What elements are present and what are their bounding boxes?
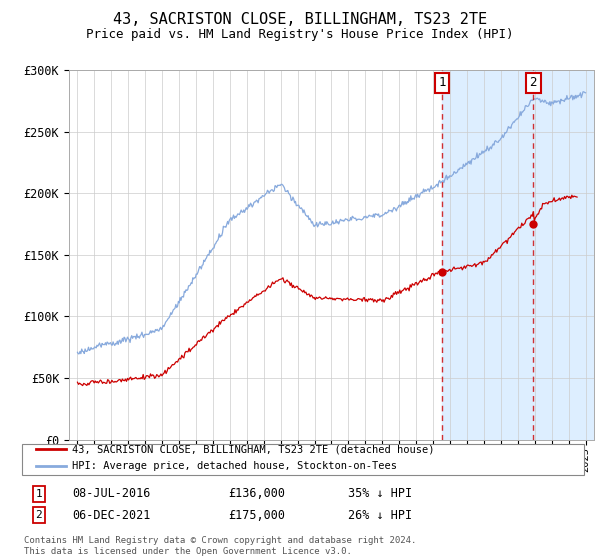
Text: 43, SACRISTON CLOSE, BILLINGHAM, TS23 2TE: 43, SACRISTON CLOSE, BILLINGHAM, TS23 2T… (113, 12, 487, 27)
Text: Price paid vs. HM Land Registry's House Price Index (HPI): Price paid vs. HM Land Registry's House … (86, 28, 514, 41)
Text: 1: 1 (35, 489, 43, 499)
Text: £136,000: £136,000 (228, 487, 285, 501)
Text: 2: 2 (530, 76, 537, 89)
Text: Contains HM Land Registry data © Crown copyright and database right 2024.
This d: Contains HM Land Registry data © Crown c… (24, 536, 416, 556)
Text: HPI: Average price, detached house, Stockton-on-Tees: HPI: Average price, detached house, Stoc… (72, 461, 397, 471)
Text: 08-JUL-2016: 08-JUL-2016 (72, 487, 151, 501)
Text: 2: 2 (35, 510, 43, 520)
Bar (442, 70, 600, 440)
Text: 1: 1 (438, 76, 446, 89)
Text: 26% ↓ HPI: 26% ↓ HPI (348, 508, 412, 522)
Text: £175,000: £175,000 (228, 508, 285, 522)
Text: 06-DEC-2021: 06-DEC-2021 (72, 508, 151, 522)
Text: 35% ↓ HPI: 35% ↓ HPI (348, 487, 412, 501)
Text: 43, SACRISTON CLOSE, BILLINGHAM, TS23 2TE (detached house): 43, SACRISTON CLOSE, BILLINGHAM, TS23 2T… (72, 444, 434, 454)
